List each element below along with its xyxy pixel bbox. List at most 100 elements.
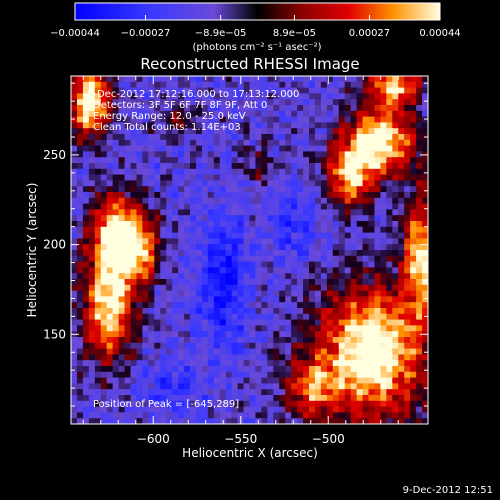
heatmap-cell (350, 360, 358, 367)
heatmap-cell (261, 145, 268, 152)
heatmap-cell (136, 389, 143, 396)
heatmap-cell (213, 99, 221, 106)
heatmap-cell (136, 209, 143, 216)
heatmap-cell (374, 209, 381, 216)
heatmap-cell (297, 221, 304, 228)
heatmap-cell (207, 99, 215, 106)
heatmap-cell (172, 331, 179, 338)
heatmap-cell (380, 337, 387, 344)
heatmap-cell (297, 354, 304, 361)
heatmap-cell (398, 342, 405, 350)
heatmap-cell (88, 232, 96, 239)
heatmap-cell (219, 116, 227, 123)
heatmap-cell (184, 400, 191, 408)
heatmap-cell (94, 81, 102, 89)
heatmap-cell (380, 244, 387, 251)
heatmap-cell (76, 76, 84, 83)
heatmap-cell (344, 168, 352, 176)
heatmap-cell (291, 308, 298, 315)
heatmap-cell (82, 325, 90, 332)
heatmap-cell (362, 383, 370, 390)
heatmap-cell (207, 145, 215, 152)
heatmap-cell (338, 342, 346, 350)
heatmap-cell (142, 366, 149, 373)
heatmap-cell (76, 81, 84, 89)
heatmap-cell (374, 110, 381, 118)
heatmap-cell (267, 273, 274, 280)
heatmap-cell (309, 226, 316, 234)
heatmap-cell (190, 145, 197, 152)
heatmap-cell (410, 261, 417, 268)
heatmap-cell (398, 273, 405, 280)
heatmap-cell (320, 267, 328, 274)
heatmap-cell (213, 186, 221, 193)
heatmap-cell (309, 180, 316, 187)
heatmap-cell (106, 325, 114, 332)
heatmap-cell (213, 261, 221, 268)
heatmap-cell (344, 134, 352, 141)
heatmap-cell (416, 163, 423, 170)
heatmap-cell (118, 128, 126, 135)
heatmap-cell (309, 296, 316, 303)
heatmap-cell (219, 93, 227, 100)
heatmap-cell (76, 99, 84, 106)
heatmap-cell (255, 99, 262, 106)
heatmap-cell (112, 412, 120, 419)
heatmap-cell (142, 186, 149, 193)
heatmap-cell (207, 360, 215, 367)
heatmap-cell (303, 371, 310, 379)
heatmap-cell (201, 395, 209, 402)
heatmap-cell (219, 203, 227, 210)
heatmap-cell (326, 192, 334, 199)
heatmap-cell (261, 290, 268, 297)
heatmap-cell (380, 232, 387, 239)
heatmap-cell (76, 383, 84, 390)
heatmap-cell (207, 151, 215, 158)
heatmap-cell (118, 186, 126, 193)
heatmap-cell (124, 134, 132, 141)
heatmap-cell (201, 279, 209, 286)
heatmap-cell (297, 134, 304, 141)
heatmap-cell (118, 209, 126, 216)
heatmap-cell (267, 400, 274, 408)
heatmap-cell (303, 180, 310, 187)
heatmap-cell (320, 284, 328, 292)
heatmap-cell (249, 337, 257, 344)
heatmap-cell (237, 308, 245, 315)
heatmap-cell (142, 255, 149, 263)
heatmap-cell (303, 192, 310, 199)
heatmap-cell (225, 255, 233, 263)
heatmap-cell (148, 76, 155, 83)
heatmap-cell (231, 122, 239, 129)
heatmap-cell (380, 354, 387, 361)
heatmap-cell (100, 168, 108, 176)
heatmap-cell (392, 139, 399, 147)
heatmap-cell (338, 360, 346, 367)
heatmap-cell (338, 400, 346, 408)
heatmap-cell (314, 116, 322, 123)
heatmap-cell (398, 238, 405, 245)
heatmap-cell (166, 139, 173, 147)
heatmap-cell (71, 371, 78, 379)
heatmap-cell (303, 221, 310, 228)
heatmap-cell (410, 192, 417, 199)
heatmap-cell (392, 192, 399, 199)
heatmap-cell (344, 325, 352, 332)
heatmap-cell (279, 157, 286, 164)
heatmap-cell (285, 151, 292, 158)
heatmap-cell (130, 244, 138, 251)
heatmap-cell (142, 99, 149, 106)
heatmap-cell (344, 360, 352, 367)
heatmap-cell (201, 284, 209, 292)
heatmap-cell (184, 360, 191, 367)
heatmap-cell (178, 81, 185, 89)
heatmap-cell (225, 261, 233, 268)
heatmap-cell (195, 337, 203, 344)
heatmap-cell (130, 221, 138, 228)
heatmap-cell (338, 267, 346, 274)
heatmap-cell (112, 284, 120, 292)
heatmap-cell (267, 168, 274, 176)
heatmap-cell (154, 255, 161, 263)
heatmap-cell (100, 128, 108, 135)
heatmap-cell (273, 250, 280, 257)
